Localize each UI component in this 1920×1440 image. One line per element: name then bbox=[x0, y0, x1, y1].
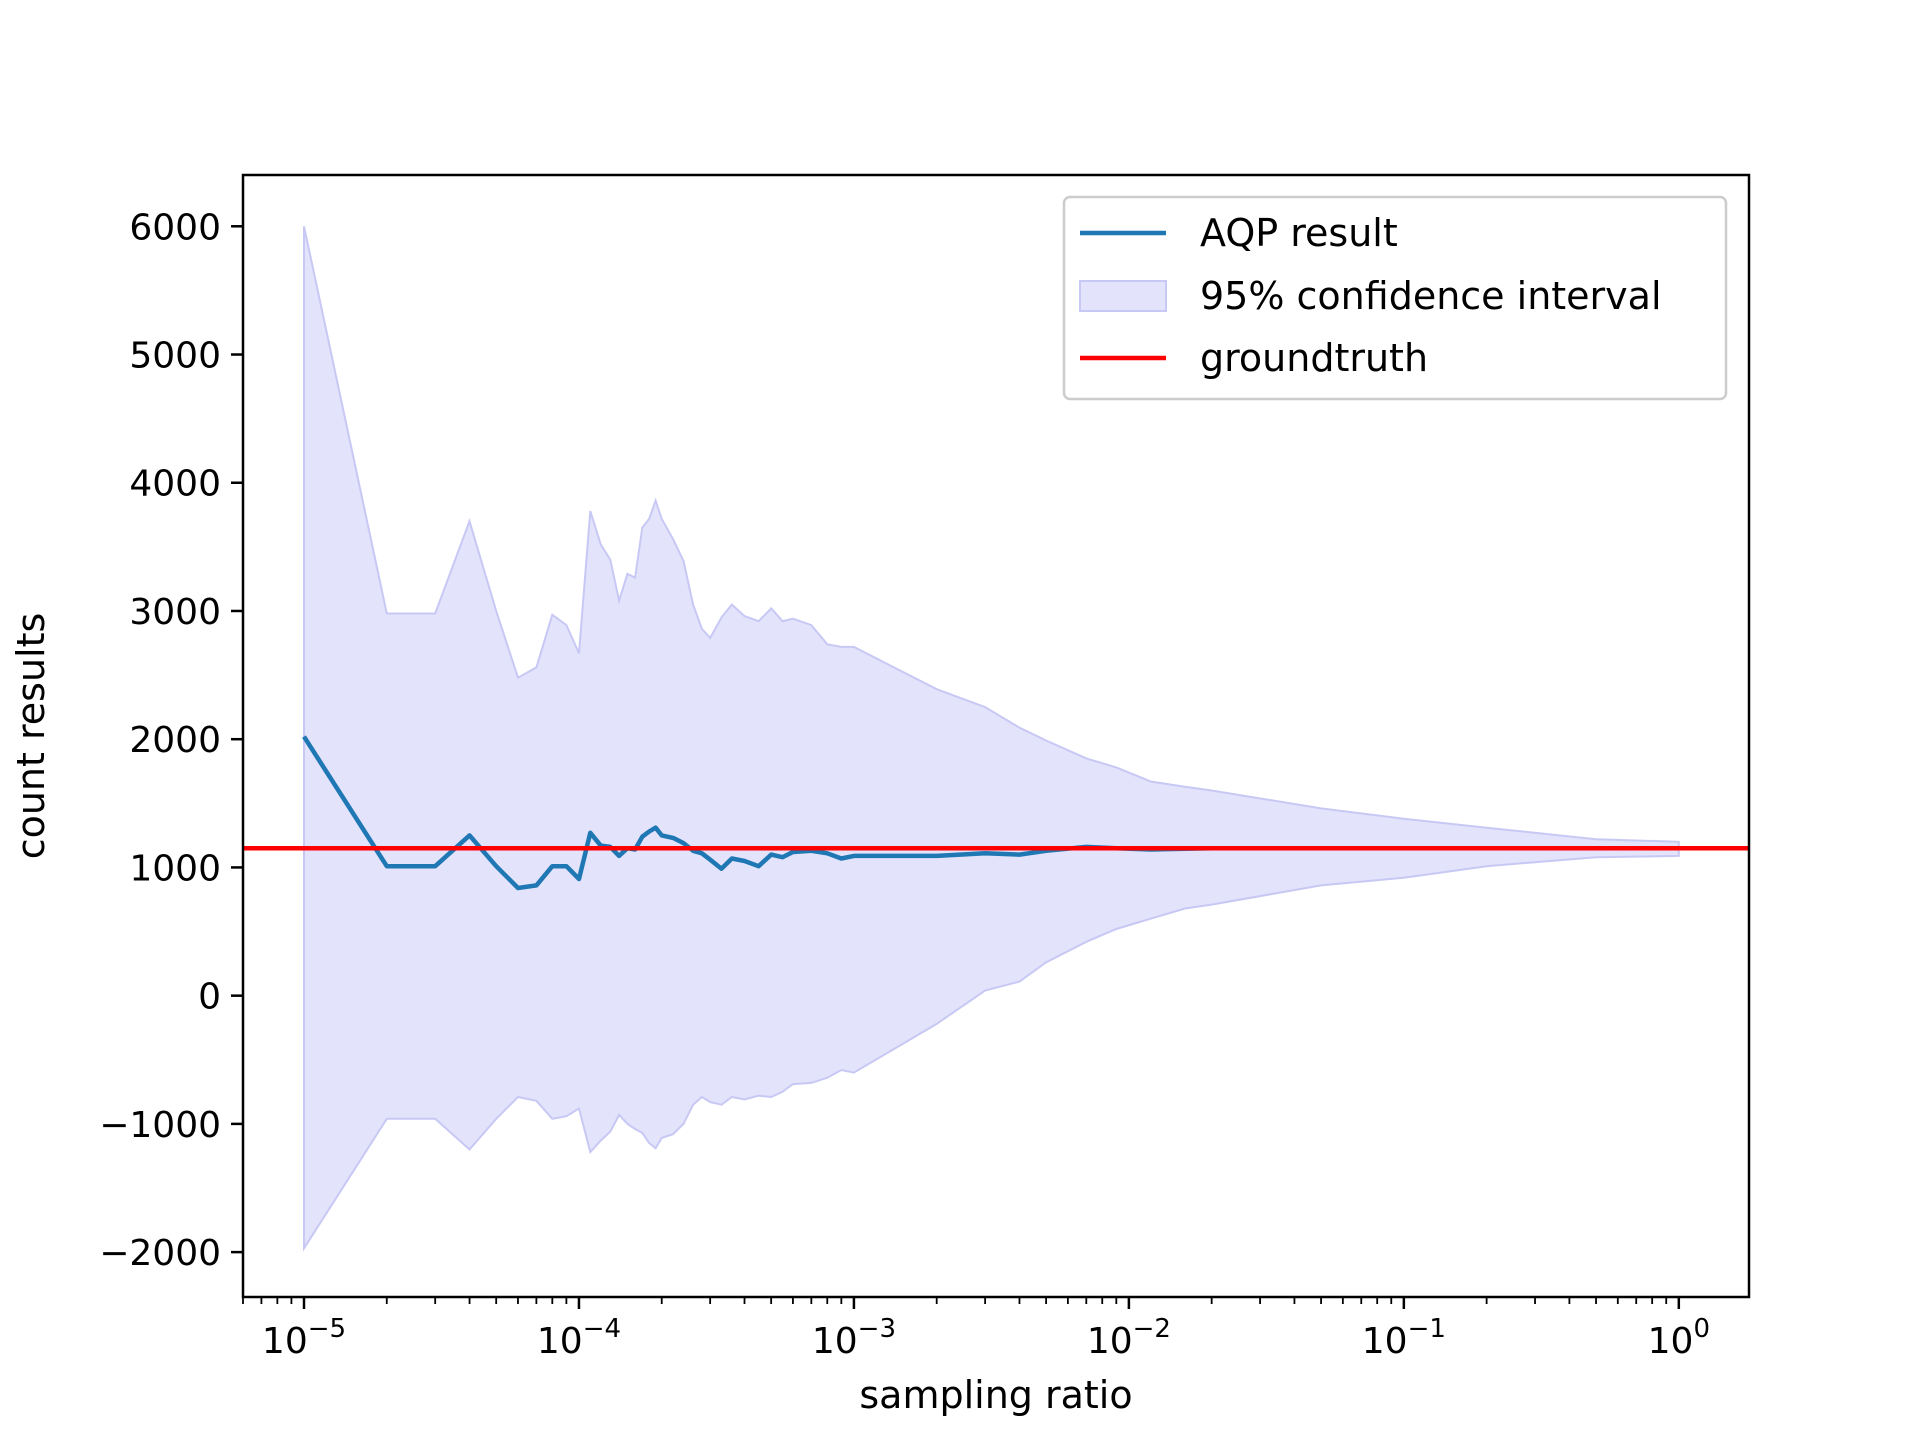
x-axis-label: sampling ratio bbox=[859, 1373, 1132, 1417]
legend-label: AQP result bbox=[1200, 211, 1398, 255]
x-tick-label: 10−1 bbox=[1362, 1314, 1446, 1362]
x-tick-label-base: 10 bbox=[1648, 1321, 1694, 1362]
y-tick-label: 0 bbox=[198, 977, 221, 1018]
x-tick-label-base: 10 bbox=[1362, 1321, 1408, 1362]
y-tick-label: 6000 bbox=[129, 207, 221, 248]
legend-swatch-patch bbox=[1079, 280, 1167, 312]
x-tick-label-base: 10 bbox=[262, 1321, 308, 1362]
plot-clipped-group bbox=[243, 226, 1749, 1252]
y-tick-label: 3000 bbox=[129, 592, 221, 633]
y-tick-label: −1000 bbox=[99, 1105, 221, 1146]
x-tick-label: 10−3 bbox=[812, 1314, 896, 1362]
legend-box bbox=[1062, 195, 1728, 401]
x-tick-label-exponent: −5 bbox=[308, 1314, 346, 1344]
x-tick-label-base: 10 bbox=[1087, 1321, 1133, 1362]
x-tick-label: 10−5 bbox=[262, 1314, 346, 1362]
y-tick-label: 4000 bbox=[129, 464, 221, 505]
x-tick-label-exponent: 0 bbox=[1693, 1314, 1710, 1344]
x-tick-label-base: 10 bbox=[537, 1321, 583, 1362]
x-tick-label: 10−4 bbox=[537, 1314, 621, 1362]
y-axis-label: count results bbox=[9, 613, 53, 860]
x-tick-label: 100 bbox=[1648, 1314, 1710, 1362]
legend-label: 95% confidence interval bbox=[1200, 274, 1662, 318]
y-tick-label: 5000 bbox=[129, 336, 221, 377]
plot-area bbox=[243, 226, 1749, 1252]
x-tick-label-exponent: −4 bbox=[583, 1314, 621, 1344]
x-tick-label-exponent: −2 bbox=[1133, 1314, 1171, 1344]
confidence-band bbox=[303, 226, 1680, 1252]
plot-frame bbox=[241, 173, 1751, 1299]
x-tick-label-base: 10 bbox=[812, 1321, 858, 1362]
y-tick-label: 2000 bbox=[129, 720, 221, 761]
x-tick-label-exponent: −1 bbox=[1408, 1314, 1446, 1344]
x-tick-label-exponent: −3 bbox=[858, 1314, 896, 1344]
legend-label: groundtruth bbox=[1200, 336, 1428, 380]
y-tick-label: 1000 bbox=[129, 848, 221, 889]
y-tick-label: −2000 bbox=[99, 1233, 221, 1274]
x-tick-label: 10−2 bbox=[1087, 1314, 1171, 1362]
legend: AQP result 95% confidence interval groundt… bbox=[1062, 195, 1728, 401]
